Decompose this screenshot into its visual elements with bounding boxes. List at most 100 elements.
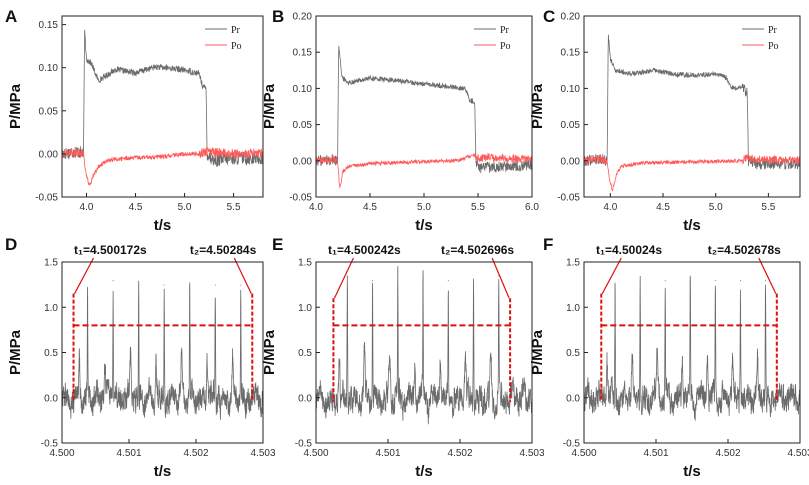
y-tick-label: 0.05 (39, 106, 59, 117)
t2-leader (758, 257, 777, 294)
legend: Pr Po (205, 25, 242, 52)
x-tick-label: 4.501 (375, 448, 400, 459)
y-tick-label: 1.5 (566, 258, 580, 269)
y-axis-label: P/MPa (261, 83, 278, 129)
pressure-signal-line (316, 266, 532, 425)
t2-leader (491, 257, 510, 299)
t1-leader (601, 257, 622, 294)
y-tick-label: 0.05 (561, 120, 581, 131)
period-annotation: t₁=4.500242s t₂=4.502696s (328, 243, 514, 403)
y-tick-label: 0.05 (293, 120, 313, 131)
series-pr-line (584, 34, 800, 171)
series-pr-line (62, 29, 263, 167)
y-axis-label: P/MPa (529, 83, 546, 129)
x-axis-label: t/s (683, 217, 701, 234)
x-tick-label: 4.500 (303, 448, 328, 459)
x-tick-label: 4.502 (715, 448, 740, 459)
legend-label-pr: Pr (500, 25, 510, 36)
x-tick-label: 5.5 (761, 202, 775, 213)
x-tick-label: 5.0 (709, 202, 723, 213)
plot-area (62, 280, 263, 420)
x-tick-label: 4.0 (80, 202, 94, 213)
panel-letter: B (272, 7, 284, 26)
legend-label-pr: Pr (231, 25, 241, 36)
x-tick-label: 4.5 (656, 202, 670, 213)
y-tick-label: 0.5 (298, 348, 312, 359)
y-tick-label: 0.20 (561, 12, 581, 23)
legend-label-po: Po (500, 41, 511, 52)
y-axis-label: P/MPa (261, 329, 278, 375)
plot-area (584, 34, 800, 192)
t2-label: t₂=4.502696s (441, 243, 514, 257)
y-tick-label: 1.5 (298, 258, 312, 269)
y-tick-label: -0.5 (563, 439, 581, 450)
y-tick-label: 0.10 (293, 84, 313, 95)
x-tick-label: 4.5 (363, 202, 377, 213)
plot-area (584, 275, 800, 421)
t2-leader (233, 257, 252, 294)
panel-letter: C (543, 7, 555, 26)
t1-label: t₁=4.50024s (596, 243, 662, 257)
x-tick-label: 4.501 (643, 448, 668, 459)
x-tick-label: 6.0 (525, 202, 539, 213)
x-tick-label: 4.500 (571, 448, 596, 459)
x-tick-label: 4.5 (129, 202, 143, 213)
panel-a: A Pr Po 4.0 4.5 5.0 5.5 -0.05 0.00 0.05 0.10 0.15 t/… (5, 7, 264, 234)
x-tick-label: 4.500 (49, 448, 74, 459)
y-tick-label: 0.0 (298, 393, 312, 404)
plot-frame (583, 15, 801, 198)
plot-area (316, 266, 532, 425)
series-po-line (316, 152, 532, 189)
x-axis-label: t/s (415, 217, 433, 234)
y-tick-label: 0.15 (293, 48, 313, 59)
y-tick-label: 0.15 (39, 20, 59, 31)
x-axis-label: t/s (154, 217, 172, 234)
legend: Pr Po (474, 25, 511, 52)
plot-frame (315, 261, 533, 444)
legend: Pr Po (742, 25, 779, 52)
panel-c: C Pr Po 4.0 4.5 5.0 5.5 -0.05 0.00 0.05 0.10 0.15 0.… (529, 7, 801, 234)
y-tick-label: 0.5 (44, 348, 58, 359)
plot-area (316, 45, 532, 189)
x-tick-label: 4.0 (309, 202, 323, 213)
y-tick-label: -0.05 (289, 193, 312, 204)
y-tick-label: 0.0 (566, 393, 580, 404)
x-axis-label: t/s (683, 463, 701, 480)
x-tick-label: 4.502 (447, 448, 472, 459)
x-tick-label: 4.503 (250, 448, 275, 459)
y-tick-label: 1.0 (298, 303, 312, 314)
x-tick-label: 5.0 (417, 202, 431, 213)
t1-leader (333, 257, 354, 299)
x-tick-label: 4.502 (183, 448, 208, 459)
period-annotation: t₁=4.500172s t₂=4.50284s (72, 243, 257, 403)
plot-area (62, 29, 263, 186)
y-tick-label: 0.00 (293, 156, 313, 167)
y-tick-label: 1.0 (566, 303, 580, 314)
panel-b: B Pr Po 4.0 4.5 5.0 5.5 6.0 -0.05 0.00 0.05 0.10 0.1… (261, 7, 539, 234)
x-tick-label: 5.5 (471, 202, 485, 213)
series-pr-line (316, 45, 532, 174)
plot-frame (583, 261, 801, 444)
pressure-signal-line (584, 275, 800, 421)
panel-letter: F (543, 235, 553, 254)
x-tick-label: 4.503 (519, 448, 544, 459)
x-tick-label: 5.5 (227, 202, 241, 213)
x-tick-label: 4.501 (116, 448, 141, 459)
y-tick-label: 0.5 (566, 348, 580, 359)
x-axis-label: t/s (154, 463, 172, 480)
panel-letter: E (272, 235, 283, 254)
y-tick-label: 0.20 (293, 12, 313, 23)
y-tick-label: -0.5 (295, 439, 313, 450)
y-tick-label: 0.0 (44, 393, 58, 404)
panel-letter: A (5, 7, 17, 26)
y-tick-label: 0.15 (561, 48, 581, 59)
legend-label-pr: Pr (768, 25, 778, 36)
pressure-signal-line (62, 280, 263, 420)
y-tick-label: 0.10 (561, 84, 581, 95)
period-annotation: t₁=4.50024s t₂=4.502678s (596, 243, 781, 403)
t1-leader (73, 257, 95, 294)
y-tick-label: -0.5 (41, 439, 59, 450)
